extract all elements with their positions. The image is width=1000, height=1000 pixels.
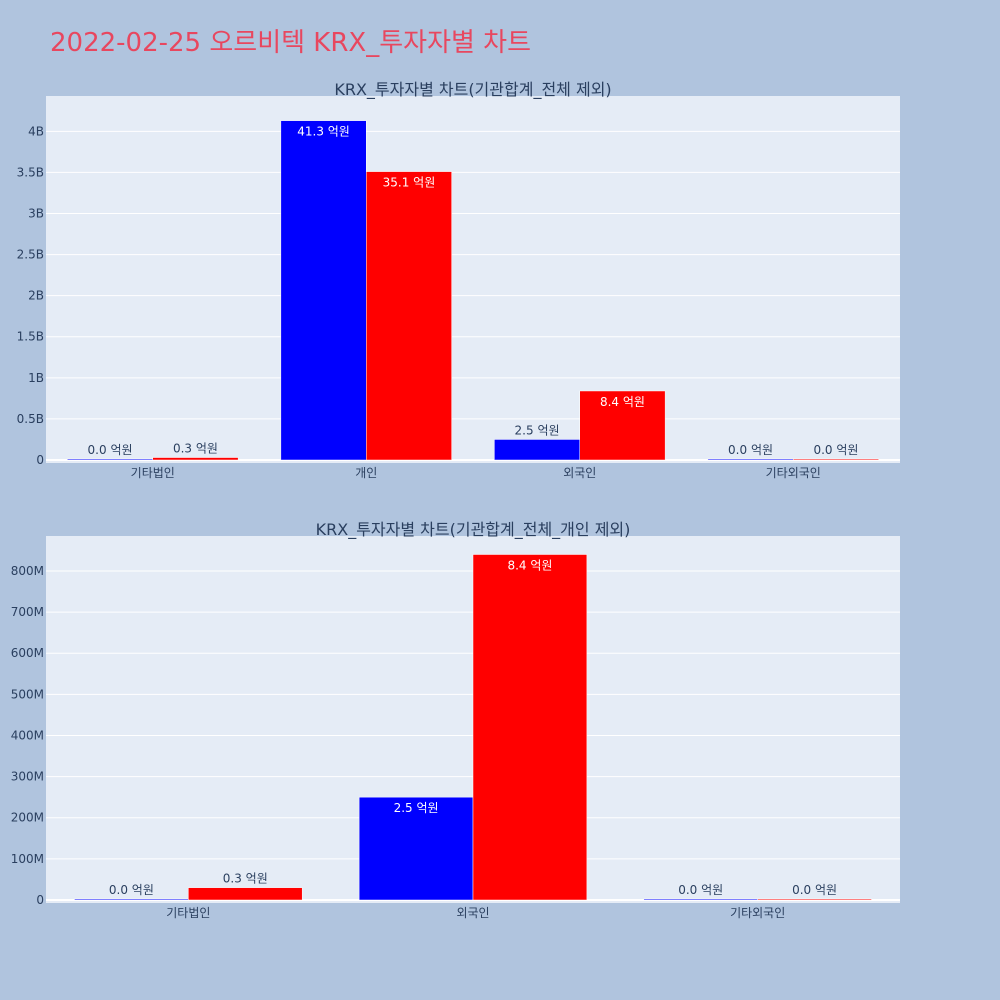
data-label: 0.3 억원 (173, 442, 218, 456)
plot-area (46, 96, 900, 463)
y-tick-label: 0 (36, 893, 44, 907)
data-label: 35.1 억원 (383, 176, 436, 190)
y-tick-label: 500M (11, 687, 44, 701)
bar (280, 120, 367, 461)
bar (67, 458, 153, 461)
y-tick-label: 3B (28, 206, 44, 220)
y-tick-label: 700M (11, 605, 44, 619)
bar (74, 898, 189, 901)
data-label: 2.5 억원 (515, 423, 560, 437)
page-title: 2022-02-25 오르비텍 KRX_투자자별 차트 (50, 28, 532, 58)
x-tick-label: 개인 (355, 466, 377, 480)
bar (643, 898, 758, 901)
bar (757, 898, 872, 901)
bar (707, 458, 794, 461)
bar (358, 796, 474, 901)
data-label: 0.3 억원 (223, 872, 268, 886)
data-label: 0.0 억원 (792, 883, 837, 897)
bar (188, 887, 303, 901)
data-label: 8.4 억원 (507, 559, 552, 573)
y-tick-label: 100M (11, 852, 44, 866)
y-tick-label: 1B (28, 371, 44, 385)
y-tick-label: 400M (11, 728, 44, 742)
data-label: 0.0 억원 (109, 883, 154, 897)
y-tick-label: 4B (28, 124, 44, 138)
y-tick-label: 2.5B (17, 248, 44, 262)
chart-excluding-individuals: KRX_투자자별 차트(기관합계_전체_개인 제외) 0 100M 200M 300M… (11, 520, 900, 920)
y-tick-label: 0 (36, 453, 44, 467)
y-tick-label: 0.5B (17, 412, 44, 426)
x-tick-label: 기타법인 (131, 466, 175, 480)
x-tick-label: 기타외국인 (730, 906, 785, 920)
y-tick-label: 3.5B (17, 165, 44, 179)
y-tick-label: 300M (11, 770, 44, 784)
y-tick-label: 800M (11, 564, 44, 578)
x-tick-label: 외국인 (456, 906, 489, 920)
data-label: 41.3 억원 (297, 125, 350, 139)
data-label: 2.5 억원 (394, 801, 439, 815)
y-tick-label: 600M (11, 646, 44, 660)
data-label: 0.0 억원 (678, 883, 723, 897)
data-label: 0.0 억원 (88, 443, 133, 457)
x-tick-label: 기타외국인 (766, 466, 821, 480)
y-tick-label: 2B (28, 289, 44, 303)
x-tick-label: 외국인 (563, 466, 596, 480)
bar (152, 457, 239, 461)
chart-title: KRX_투자자별 차트(기관합계_전체_개인 제외) (316, 520, 631, 540)
y-tick-label: 1.5B (17, 330, 44, 344)
bar (366, 171, 452, 461)
data-label: 0.0 억원 (813, 443, 858, 457)
chart-all-investors: KRX_투자자별 차트(기관합계_전체 제외) 0 0.5B 1B 1.5B 2B 2.5… (17, 80, 900, 480)
bar (494, 439, 581, 461)
y-tick-label: 200M (11, 811, 44, 825)
data-label: 8.4 억원 (600, 395, 645, 409)
data-label: 0.0 억원 (728, 443, 773, 457)
bar (793, 458, 879, 461)
bar (579, 390, 666, 461)
bar (472, 554, 588, 901)
x-tick-label: 기타법인 (166, 906, 210, 920)
chart-title: KRX_투자자별 차트(기관합계_전체 제외) (334, 80, 611, 100)
